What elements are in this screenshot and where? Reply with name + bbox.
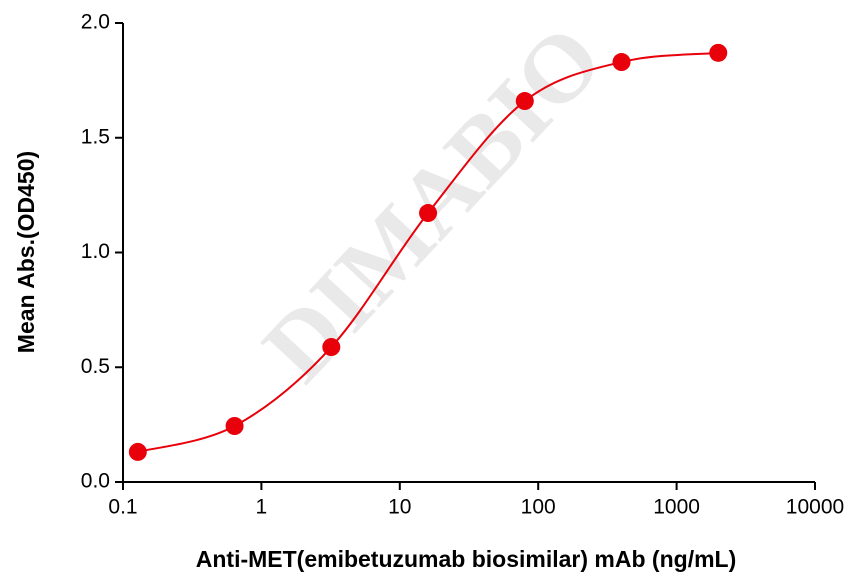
x-tick-label: 1000 [653, 496, 700, 519]
y-tick-label: 1.0 [81, 240, 110, 263]
point [419, 204, 438, 223]
y-tick-label: 1.5 [81, 125, 110, 148]
watermark: DIMABIO [242, 4, 622, 401]
point [709, 43, 728, 62]
x-tick-label: 1 [256, 496, 268, 519]
point [515, 92, 534, 111]
point [322, 338, 341, 357]
y-tick-label: 0.0 [81, 470, 110, 493]
y-tick-label: 0.5 [81, 355, 110, 378]
x-tick-label: 10 [388, 496, 411, 519]
point [128, 442, 147, 461]
y-tick-label: 2.0 [81, 11, 110, 34]
point [612, 53, 631, 72]
x-tick-label: 10000 [786, 496, 844, 519]
x-axis-title: Anti-MET(emibetuzumab biosimilar) mAb (n… [196, 546, 737, 572]
x-tick-label: 0.1 [108, 496, 137, 519]
point [225, 417, 244, 436]
x-tick-label: 100 [521, 496, 556, 519]
y-axis-title: Mean Abs.(OD450) [13, 151, 39, 353]
